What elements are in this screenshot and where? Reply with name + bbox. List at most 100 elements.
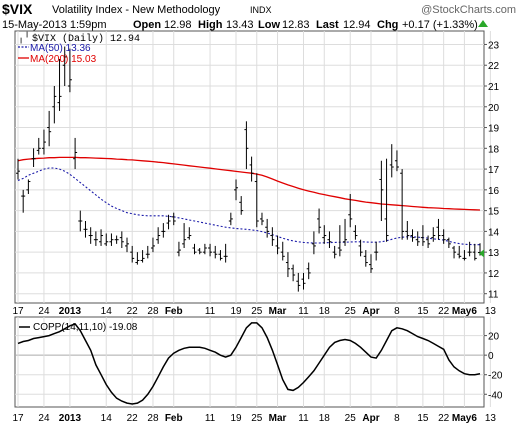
coppock-line [17,322,481,405]
ohlc-bar [197,248,202,255]
ohlc-bar [327,231,332,248]
x-tick-label: 22 [438,413,450,424]
ohlc-bar [337,225,342,257]
ohlc-bar [176,241,181,257]
ohlc-bar [78,210,83,232]
ohlc-bar [62,46,67,86]
price-y-tick-label: 21 [488,82,500,93]
x-tick-label: 19 [230,413,242,424]
ohlc-bar [394,150,399,172]
ohlc-bar [109,233,114,246]
x-tick-label: 17 [12,306,24,317]
ohlc-bar [436,218,441,240]
ohlc-bar [156,227,161,244]
x-tick-label: 19 [230,306,242,317]
quote-date: 15-May-2013 1:59pm [2,19,107,31]
price-panel [14,30,485,304]
x-tick-label: 11 [205,413,216,424]
ohlc-bar [114,235,119,244]
ohlc-bar [125,237,130,253]
ohlc-bar [21,189,26,213]
ohlc-bar [368,254,373,273]
indicator-y-axis: -40 -20 0 20 [484,332,503,401]
price-legend: ╷╵ $VIX (Daily) 12.94 MA(50) 13.36 MA(20… [18,31,140,65]
x-tick-label: 22 [127,306,139,317]
x-tick-label: 25 [345,306,357,317]
ohlc-bar [192,243,197,255]
ohlc-bar [234,179,239,201]
ohlc-bar [426,235,431,248]
legend-price-icon: ╷╵ [18,31,30,45]
ohlc-bar [187,227,192,240]
ohlc-bar [384,158,389,242]
x-tick-label: 11 [298,306,309,317]
x-tick-label: 25 [345,413,357,424]
legend-ma200-label: MA(200) 15.03 [30,54,97,65]
ohlc-bar [67,48,72,93]
x-tick-label: Mar [269,306,287,317]
ohlc-bar [265,218,270,238]
low-value: 12.83 [282,19,310,31]
ohlc-bar [218,250,223,261]
ohlc-bar [83,221,88,238]
ohlc-bar [296,272,301,292]
indicator-y-tick-label: 0 [488,351,494,362]
ohlc-bar [31,148,36,167]
price-y-tick-label: 22 [488,61,500,72]
indicator-grid [15,317,491,407]
high-value: 13.43 [226,19,254,31]
x-tick-label: 24 [38,413,50,424]
ohlc-bar [182,223,187,248]
x-tick-label: 14 [101,306,113,317]
ohlc-bar [88,227,93,244]
x-tick-label: 11 [205,306,216,317]
ohlc-bar [410,229,415,242]
ohlc-bar [348,194,353,228]
ohlc-bar [239,196,244,215]
ohlc-bar [259,212,264,226]
price-y-tick-label: 19 [488,124,500,135]
chg-value: +0.17 (+1.33%) [402,19,478,31]
last-label: Last [316,19,339,31]
ohlc-bar [228,212,233,226]
legend-price-label: $VIX (Daily) 12.94 [32,33,140,45]
x-tick-label: Feb [165,306,183,317]
price-y-tick-label: 15 [488,207,500,218]
x-tick-label: 28 [147,306,159,317]
ohlc-bar [36,137,41,155]
x-tick-label: 22 [127,413,139,424]
ohlc-bar [332,245,337,259]
low-label: Low [258,19,280,31]
ohlc-bar [275,235,280,255]
up-arrow-icon [478,20,488,27]
x-tick-label: 25 [251,413,263,424]
x-tick-label: May6 [452,413,477,424]
ohlc-bar [140,250,145,263]
price-y-tick-label: 16 [488,186,500,197]
ohlc-bar [285,252,290,278]
price-bars [16,46,482,292]
price-y-tick-label: 20 [488,103,500,114]
ohlc-bar [400,169,405,240]
ohlc-bar [317,208,322,234]
ohlc-bar [467,241,472,257]
ohlc-bar [223,243,228,263]
indicator-y-tick-label: -40 [488,390,503,401]
open-label: Open [133,19,161,31]
x-tick-label: 17 [12,413,24,424]
x-tick-label: Apr [362,306,379,317]
ohlc-bar [353,225,358,240]
last-price-marker [479,249,484,258]
price-y-tick-label: 23 [488,40,500,51]
ohlc-bar [270,227,275,246]
ohlc-bar [420,225,425,246]
price-y-tick-label: 14 [488,227,500,238]
ohlc-bar [446,237,451,248]
price-y-tick-label: 18 [488,144,500,155]
x-tick-label: May6 [452,306,477,317]
price-y-tick-label: 12 [488,269,500,280]
ohlc-bar [52,86,57,124]
ohlc-bar [104,233,109,246]
x-tick-label: 2013 [59,306,82,317]
